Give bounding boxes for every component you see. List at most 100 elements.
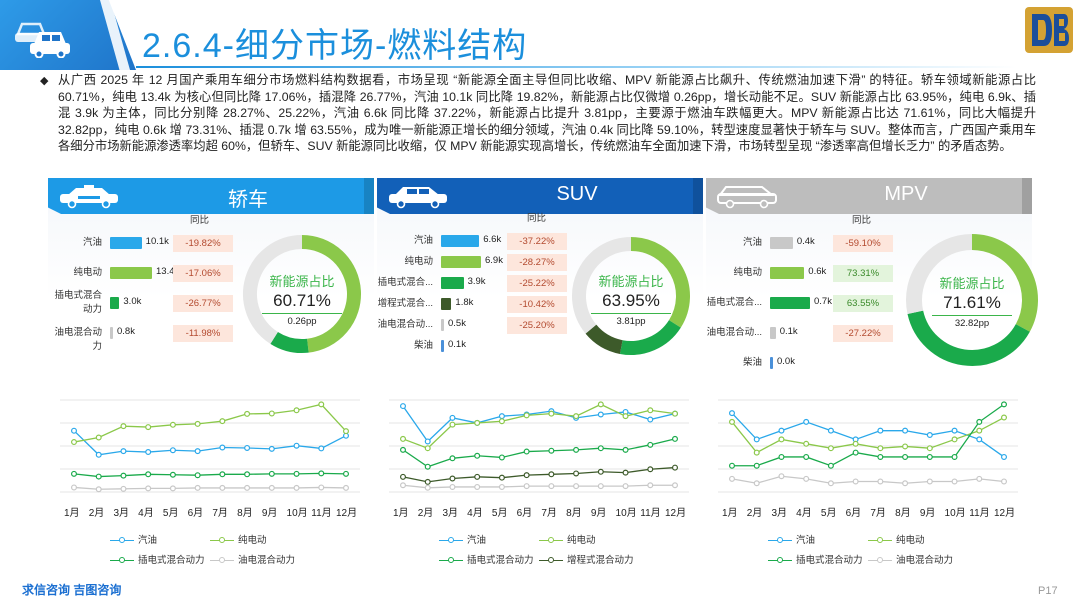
brand-logo <box>1025 7 1073 53</box>
series-point <box>597 411 604 418</box>
series-point <box>803 418 810 425</box>
yoy-cell: -11.98% <box>173 325 233 342</box>
x-tick-label: 6月 <box>187 508 204 519</box>
x-tick-label: 6月 <box>516 508 533 519</box>
new-energy-donut <box>572 237 690 355</box>
series-point <box>244 444 251 451</box>
x-tick-label: 11月 <box>640 508 661 519</box>
donut-center-value: 63.95% <box>602 291 660 310</box>
series-point <box>523 412 530 419</box>
series-point <box>548 410 555 417</box>
yoy-cell: 63.55% <box>833 295 893 312</box>
series-point <box>449 483 456 490</box>
series-point <box>400 446 407 453</box>
mpv-panel: MPV 同比 汽油 0.4k -59.10% 纯电动 0.6k 73.31% 插电式混合...… <box>706 178 1038 578</box>
bar-data-label: 0.1k <box>448 339 466 350</box>
x-tick-label: 8月 <box>237 508 253 519</box>
bar-data-label: 3.0k <box>123 296 142 307</box>
bar-mark <box>441 256 481 268</box>
legend-marker <box>777 537 783 544</box>
donut-divider <box>262 313 342 314</box>
series-point <box>778 453 785 460</box>
yoy-cell: -27.22% <box>833 325 893 342</box>
x-tick-label: 10月 <box>944 508 966 519</box>
footer-brand[interactable]: 求信咨询 吉图咨询 <box>22 583 122 597</box>
series-point <box>449 421 456 428</box>
series-point <box>926 478 933 485</box>
x-tick-label: 2月 <box>417 508 434 519</box>
series-point <box>926 453 933 460</box>
x-tick-label: 5月 <box>820 508 837 519</box>
legend-label: 增程式混合动力 <box>567 555 634 566</box>
legend-label: 汽油 <box>467 535 487 546</box>
panel-title: MPV <box>884 183 928 205</box>
panel-header: 轿车 <box>48 178 374 214</box>
donut-slice <box>585 324 623 354</box>
yoy-cell: -26.77% <box>173 295 233 312</box>
bar-mark <box>110 297 120 309</box>
series-point <box>424 478 431 485</box>
yoy-cell: -19.82% <box>173 235 233 252</box>
x-tick-label: 12月 <box>665 508 687 519</box>
donut-slice <box>630 237 690 328</box>
series-point <box>145 471 152 478</box>
legend-swatch <box>768 557 792 564</box>
series-point <box>449 414 456 421</box>
series-point <box>219 471 226 478</box>
series-point <box>120 423 127 430</box>
series-point <box>71 427 78 434</box>
series-point <box>293 407 300 414</box>
series-point <box>672 410 679 417</box>
series-point <box>622 413 629 420</box>
bar-data-label: 13.4k <box>156 266 180 277</box>
donut-delta: 0.26pp <box>287 316 317 327</box>
series-point <box>318 401 325 408</box>
series-point <box>498 483 505 490</box>
x-tick-label: 6月 <box>845 508 862 519</box>
panel-header-shadow <box>1022 178 1032 214</box>
bar-data-label: 0.7k <box>814 296 832 307</box>
series-point <box>672 482 679 489</box>
series-point <box>803 453 810 460</box>
panel-header: SUV <box>377 178 703 214</box>
legend-marker <box>119 537 125 544</box>
series-point <box>573 483 580 490</box>
series-point <box>95 451 102 458</box>
series-line <box>402 438 676 468</box>
series-point <box>268 470 275 477</box>
series-point <box>827 462 834 469</box>
series-point <box>318 445 325 452</box>
mpv-icon <box>717 186 777 209</box>
legend-swatch <box>539 557 563 564</box>
bar-mark <box>441 340 444 352</box>
series-point <box>400 482 407 489</box>
bar-category-label: 纯电动 <box>404 256 433 267</box>
monthly-trend-chart <box>718 399 1018 493</box>
bullet-icon: ◆ <box>40 75 49 87</box>
series-point <box>729 462 736 469</box>
legend-item: 油电混合动力 <box>868 552 953 566</box>
bar-mark <box>441 235 480 247</box>
series-point <box>498 454 505 461</box>
bar-category-label: 汽油 <box>742 237 762 248</box>
legend-label: 纯电动 <box>567 535 596 546</box>
series-point <box>803 440 810 447</box>
series-line <box>73 403 347 443</box>
donut-divider <box>932 315 1012 316</box>
donut-title: 新能源占比 <box>939 276 1005 291</box>
donut-center-value: 60.71% <box>273 291 331 310</box>
series-point <box>95 473 102 480</box>
series-point <box>120 485 127 492</box>
series-point <box>219 418 226 425</box>
series-point <box>449 455 456 462</box>
series-point <box>951 478 958 485</box>
bar-mark <box>110 327 113 339</box>
donut-slice <box>907 310 1030 366</box>
series-point <box>169 447 176 454</box>
series-point <box>474 419 481 426</box>
series-point <box>926 445 933 452</box>
legend-label: 汽油 <box>138 535 158 546</box>
x-tick-label: 9月 <box>590 508 607 519</box>
legend-swatch <box>439 557 463 564</box>
bar-category-label: 插电式混合... <box>706 297 762 308</box>
